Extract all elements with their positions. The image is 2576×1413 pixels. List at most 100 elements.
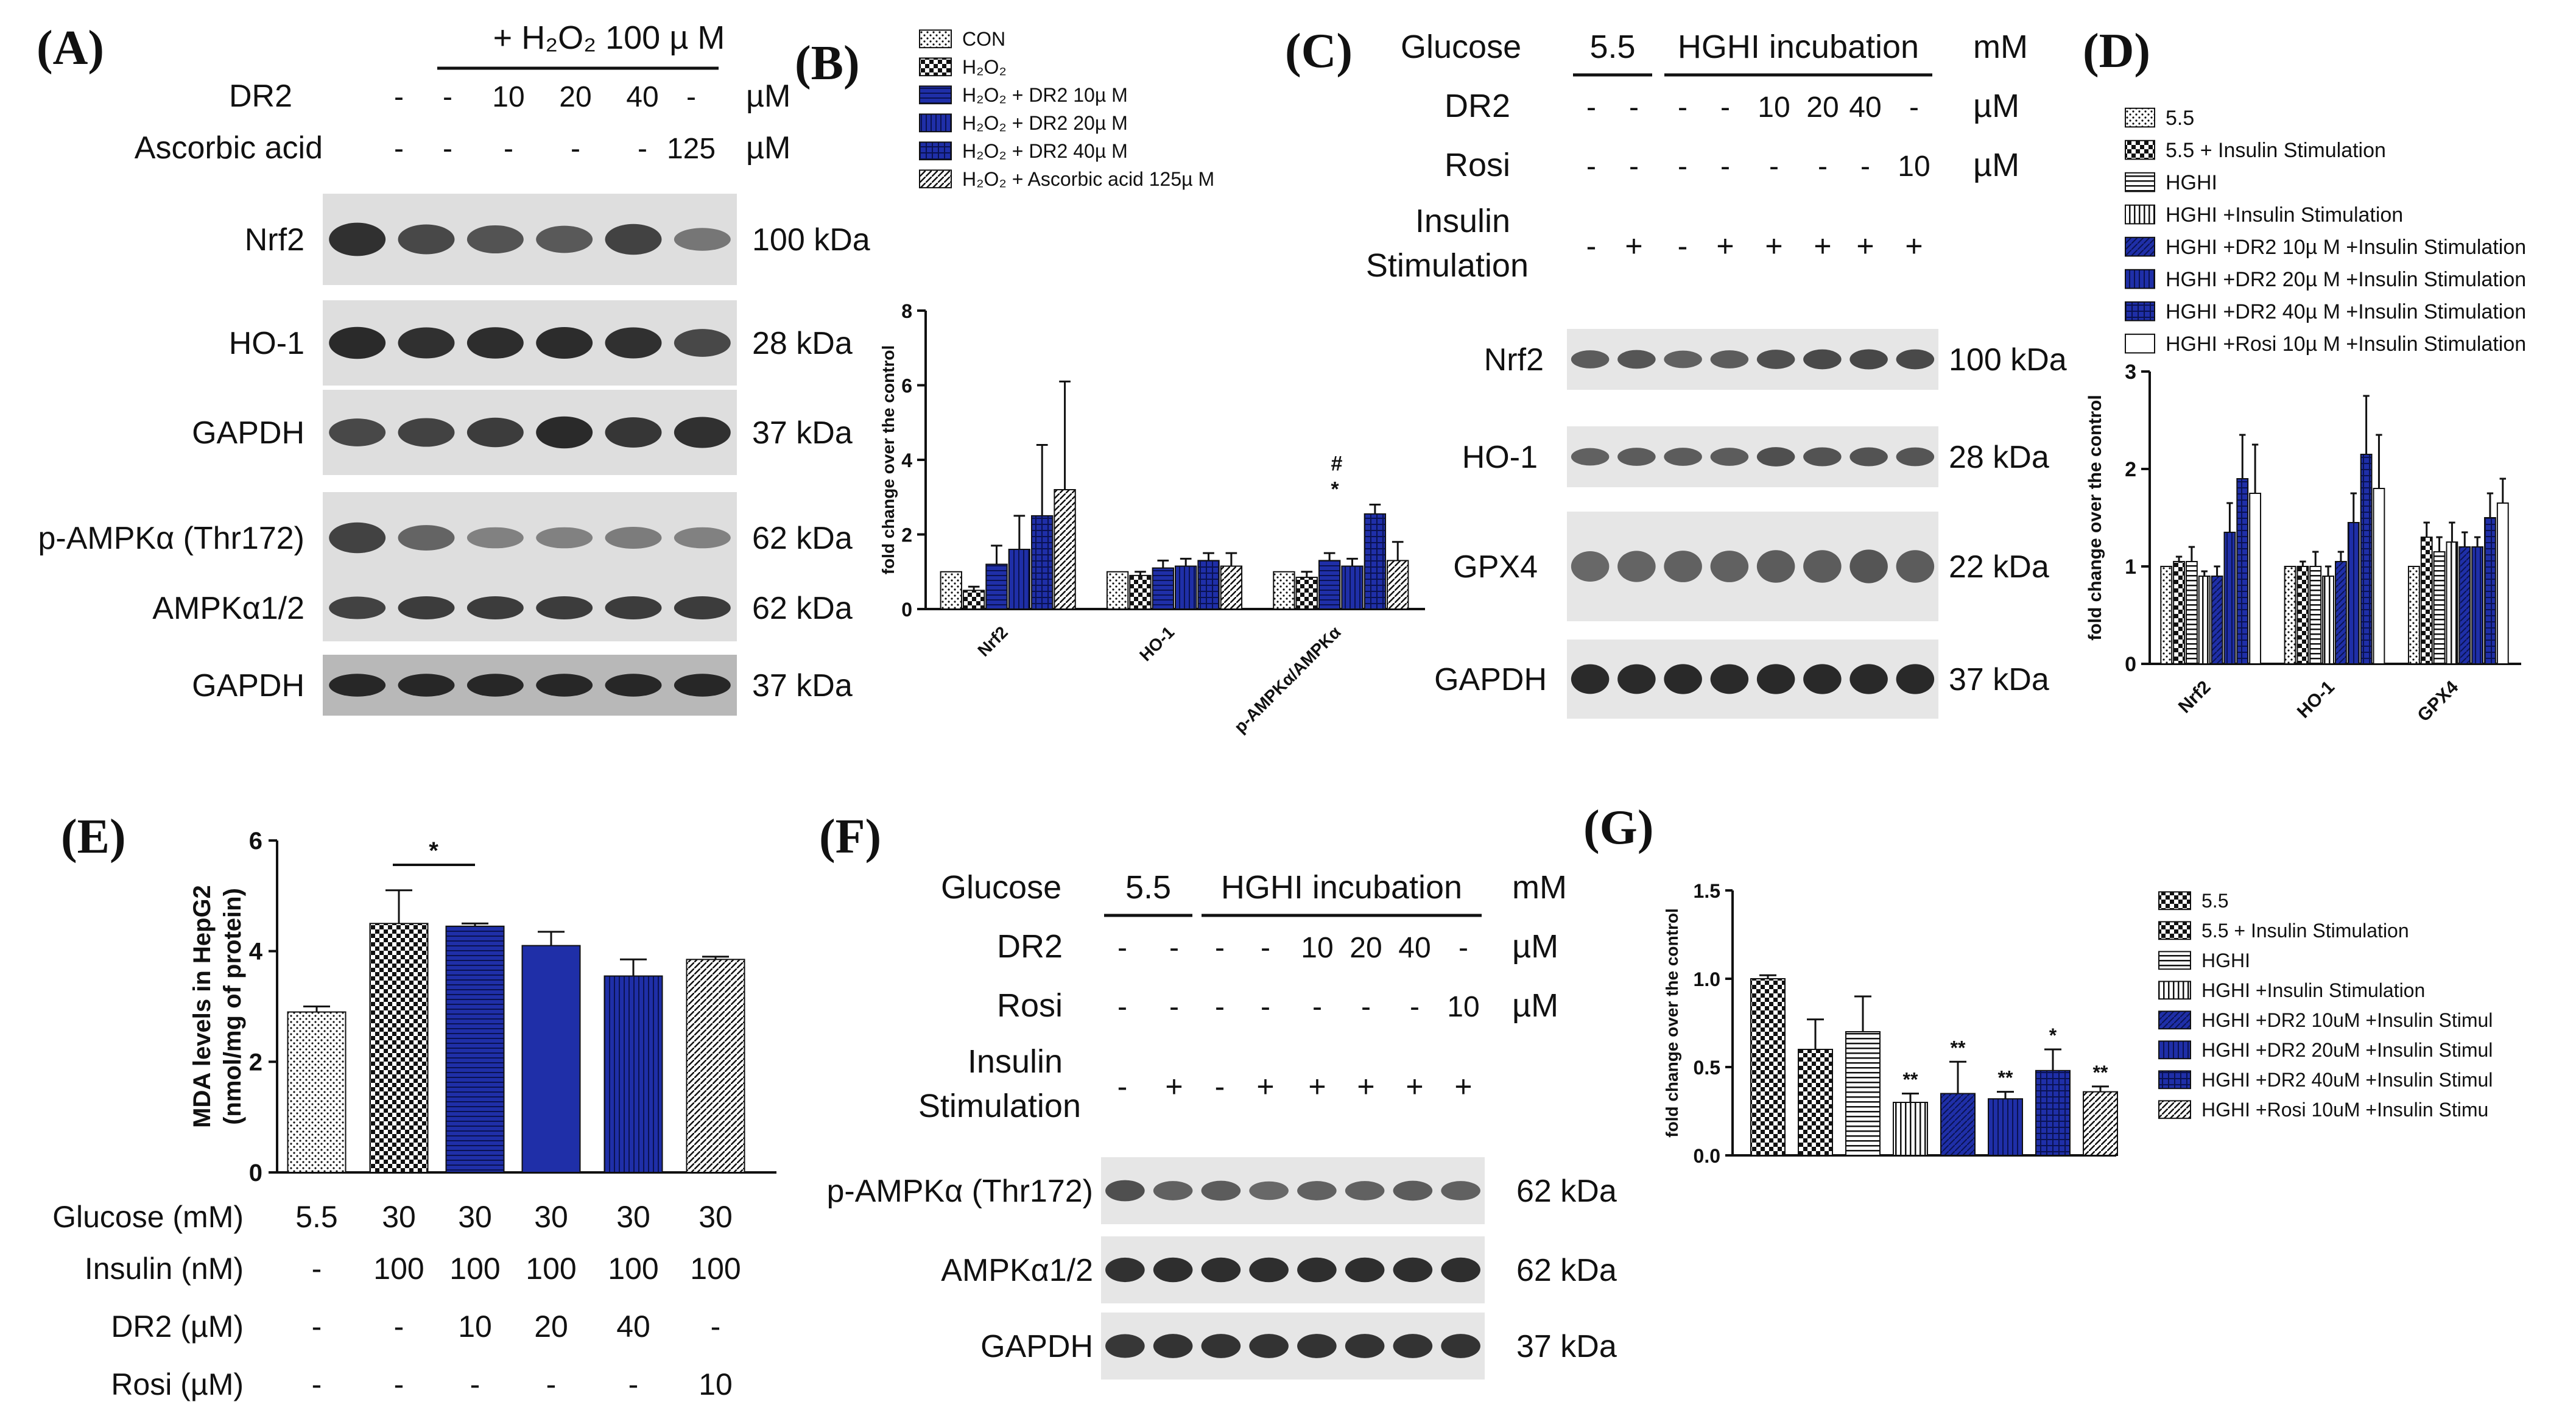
panel-b-y-tick-label: 0 bbox=[901, 599, 912, 621]
panel-d-legend-swatch bbox=[2125, 139, 2155, 160]
panel-a-label: (A) bbox=[37, 21, 104, 75]
panel-d-category-label: HO-1 bbox=[2293, 677, 2338, 722]
panel-c-row-value: - bbox=[1629, 150, 1639, 183]
panel-e-y-tick-label: 6 bbox=[249, 828, 262, 854]
panel-a-blot-1-band bbox=[674, 329, 731, 357]
panel-a-kda-label: 37 kDa bbox=[752, 668, 853, 703]
panel-c-blot-0-band bbox=[1617, 350, 1656, 369]
panel-c-blot-1-band bbox=[1710, 448, 1749, 466]
panel-c-row-name: DR2 bbox=[1445, 88, 1510, 124]
panel-g-bar bbox=[1798, 1049, 1833, 1156]
panel-g-legend-label: 5.5 bbox=[2201, 890, 2228, 912]
panel-a-blot-0-band bbox=[605, 224, 662, 255]
panel-c-insulin-value: + bbox=[1905, 229, 1923, 263]
panel-f-row-value: 40 bbox=[1398, 932, 1431, 964]
panel-a-kda-label: 100 kDa bbox=[752, 222, 870, 258]
panel-g-annotation: ** bbox=[1998, 1067, 2013, 1089]
panel-c-glucose-high: HGHI incubation bbox=[1678, 29, 1919, 65]
panel-b-legend-label: H₂O₂ + DR2 20µ M bbox=[962, 112, 1128, 134]
panel-f-blot-1-band bbox=[1105, 1257, 1145, 1283]
panel-c-glucose-label: Glucose bbox=[1401, 29, 1521, 65]
panel-c-blot-1-band bbox=[1664, 448, 1702, 466]
panel-a-blot-2 bbox=[323, 390, 737, 475]
panel-a-treatment: + H₂O₂ 100 µ M bbox=[493, 19, 725, 56]
panel-g-legend-swatch bbox=[2158, 921, 2191, 940]
panel-b-legend-swatch bbox=[919, 57, 952, 77]
panel-a-blot-3-band bbox=[329, 522, 386, 554]
panel-g-legend-swatch bbox=[2158, 951, 2191, 970]
panel-d-legend-label: HGHI bbox=[2166, 171, 2217, 194]
panel-d-legend-label: HGHI +DR2 10µ M +Insulin Stimulation bbox=[2166, 236, 2526, 259]
panel-c-insulin-value: + bbox=[1716, 229, 1734, 263]
panel-c-row-value: - bbox=[1860, 150, 1870, 183]
panel-a-blot-2-band bbox=[466, 417, 524, 448]
panel-e-bar bbox=[686, 959, 745, 1173]
panel-f-blot-2-band bbox=[1201, 1334, 1241, 1358]
panel-b-category-label: p-AMPKα/AMPKα bbox=[1231, 622, 1345, 736]
panel-d-legend-swatch bbox=[2125, 172, 2155, 192]
panel-c-insulin-value: - bbox=[1678, 229, 1688, 263]
panel-e-row-name: Rosi (µM) bbox=[111, 1367, 244, 1401]
panel-a-row-value: 125 bbox=[667, 133, 716, 165]
panel-d-category-label: Nrf2 bbox=[2175, 677, 2215, 717]
panel-f-blot-2-band bbox=[1393, 1334, 1433, 1358]
panel-f-blot-0 bbox=[1101, 1157, 1485, 1224]
panel-c-blot-3-band bbox=[1896, 664, 1935, 694]
panel-e-row-value: 100 bbox=[690, 1252, 741, 1286]
panel-c-row-value: - bbox=[1720, 91, 1730, 124]
panel-c-blot-2-band bbox=[1896, 550, 1935, 583]
panel-f-blot-0-band bbox=[1249, 1181, 1289, 1200]
panel-a-blot-3-band bbox=[674, 527, 731, 549]
panel-c-row-value: - bbox=[1678, 150, 1687, 183]
panel-a-kda-label: 37 kDa bbox=[752, 415, 853, 451]
panel-b-bar bbox=[1031, 515, 1054, 610]
panel-d-bar bbox=[2407, 566, 2420, 664]
panel-a-blot-4-band bbox=[329, 596, 386, 619]
panel-a-blot-0-band bbox=[398, 224, 455, 255]
panel-a-row-value: - bbox=[394, 81, 404, 113]
panel-g-y-tick-label: 1.0 bbox=[1694, 968, 1720, 990]
panel-g-legend-swatch bbox=[2158, 1010, 2191, 1030]
panel-a-blot-4 bbox=[323, 574, 737, 641]
panel-c-blot-2-band bbox=[1710, 551, 1749, 582]
panel-a-blot-0-band bbox=[536, 225, 593, 253]
panel-c-blot-2-band bbox=[1849, 549, 1888, 583]
panel-c-blot-3-band bbox=[1571, 664, 1610, 694]
panel-c-blot-0-band bbox=[1664, 350, 1702, 368]
panel-d-legend-label: 5.5 bbox=[2166, 107, 2194, 130]
panel-b-bar bbox=[1129, 574, 1152, 610]
panel-g-y-tick-label: 1.5 bbox=[1694, 880, 1720, 902]
panel-g-annotation: ** bbox=[2093, 1062, 2108, 1084]
panel-f-row-value: - bbox=[1459, 932, 1468, 964]
panel-f-row-value: - bbox=[1215, 932, 1225, 964]
panel-a-blot-4-band bbox=[466, 596, 524, 620]
panel-a-kda-label: 62 kDa bbox=[752, 591, 853, 626]
panel-e-row-value: 100 bbox=[608, 1252, 658, 1286]
panel-e-row-value: 30 bbox=[458, 1200, 492, 1234]
panel-f-kda-label: 62 kDa bbox=[1516, 1174, 1617, 1209]
panel-a-blot-0-band bbox=[329, 222, 386, 256]
panel-f-blot-1-band bbox=[1441, 1257, 1480, 1283]
panel-f-insulin-value: + bbox=[1406, 1069, 1423, 1104]
panel-b-bar bbox=[1295, 576, 1318, 610]
panel-c-insulin-value: - bbox=[1586, 229, 1597, 263]
panel-a-blot-4-band bbox=[398, 596, 455, 620]
panel-a-blot-label: p-AMPKα (Thr172) bbox=[38, 521, 304, 556]
panel-b-legend-label: H₂O₂ bbox=[962, 56, 1007, 78]
panel-a-kda-label: 62 kDa bbox=[752, 521, 853, 556]
panel-f-blot-1 bbox=[1101, 1236, 1485, 1303]
panel-f-blot-1-band bbox=[1345, 1257, 1385, 1283]
panel-g-legend-label: HGHI +DR2 40uM +Insulin Stimul bbox=[2201, 1069, 2493, 1091]
panel-b-y-tick-label: 8 bbox=[901, 300, 912, 322]
panel-f-blot-1-band bbox=[1249, 1257, 1289, 1283]
panel-e-row-value: - bbox=[711, 1309, 721, 1344]
panel-f-blot-2-band bbox=[1345, 1334, 1385, 1358]
panel-a-blot-1-band bbox=[329, 326, 386, 359]
panel-a-blot-label: HO-1 bbox=[229, 326, 304, 361]
panel-d-y-tick-label: 2 bbox=[2125, 458, 2136, 481]
panel-g-bar bbox=[1988, 1098, 2023, 1156]
panel-f-row-value: - bbox=[1169, 932, 1179, 964]
panel-e-row-value: - bbox=[470, 1367, 480, 1401]
panel-a-blot-1-band bbox=[466, 327, 524, 359]
